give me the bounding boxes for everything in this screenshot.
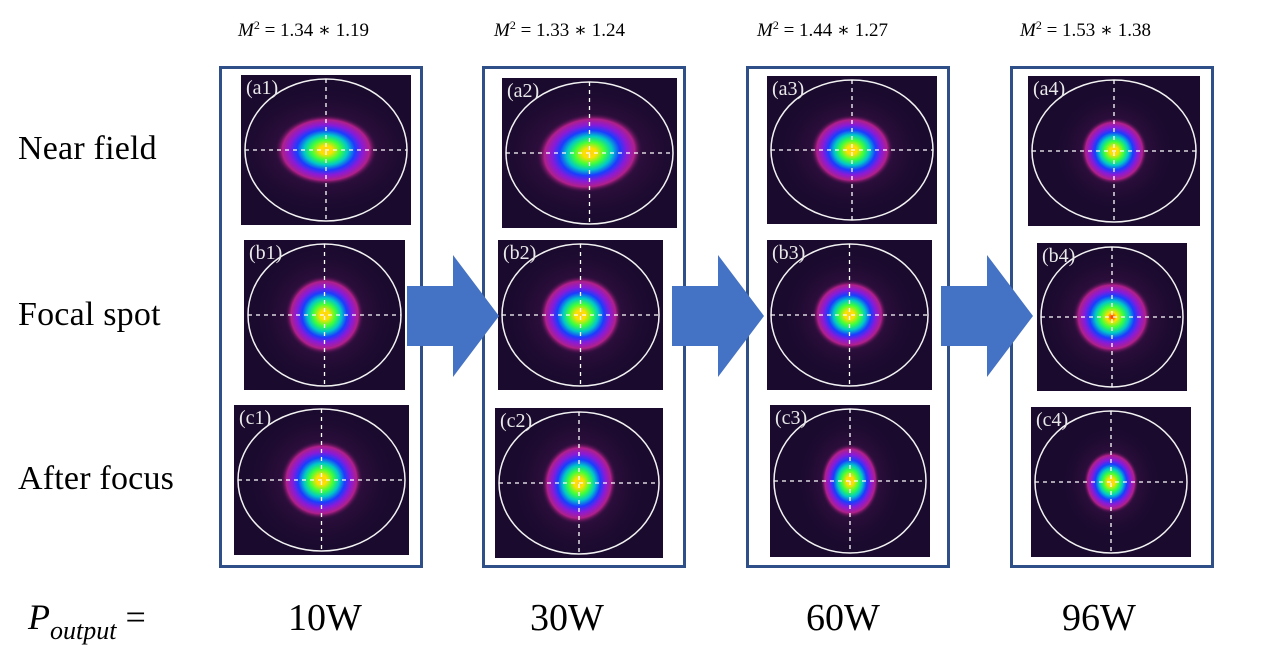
- beam-profile-image: (a3): [767, 76, 937, 224]
- panel-label: (c2): [500, 410, 533, 432]
- panel-label: (a4): [1033, 78, 1066, 100]
- m2-header-col4: M2 = 1.53 ∗ 1.38: [1020, 18, 1151, 41]
- beam-profile-graphic: [770, 405, 930, 557]
- beam-profile-graphic: [767, 76, 937, 224]
- beam-profile-image: (c1): [234, 405, 409, 555]
- row-label-after-focus: After focus: [18, 460, 175, 497]
- beam-profile-image: (a2): [502, 78, 677, 228]
- beam-profile-graphic: [1031, 407, 1191, 557]
- output-power-label: Poutput =: [28, 597, 146, 645]
- panel-label: (c4): [1036, 409, 1069, 431]
- row-label-near-field: Near field: [18, 130, 157, 167]
- beam-profile-graphic: [244, 240, 405, 390]
- beam-profile-image: (b1): [244, 240, 405, 390]
- panel-label: (b1): [249, 242, 283, 264]
- beam-profile-image: (c3): [770, 405, 930, 557]
- beam-profile-graphic: [234, 405, 409, 555]
- panel-label: (b4): [1042, 245, 1076, 267]
- power-value-col2: 30W: [530, 597, 604, 639]
- beam-profile-image: (b3): [767, 240, 932, 390]
- panel-label: (a3): [772, 78, 805, 100]
- beam-profile-image: (c2): [495, 408, 663, 558]
- panel-label: (b2): [503, 242, 537, 264]
- m2-header-col3: M2 = 1.44 ∗ 1.27: [757, 18, 888, 41]
- beam-profile-graphic: [1037, 243, 1187, 391]
- panel-label: (c1): [239, 407, 272, 429]
- panel-label: (c3): [775, 407, 808, 429]
- panel-label: (a1): [246, 77, 279, 99]
- panel-label: (a2): [507, 80, 540, 102]
- beam-profile-graphic: [241, 75, 411, 225]
- beam-profile-image: (b4): [1037, 243, 1187, 391]
- row-label-focal-spot: Focal spot: [18, 296, 161, 333]
- beam-profile-graphic: [498, 240, 663, 390]
- m2-header-col2: M2 = 1.33 ∗ 1.24: [494, 18, 625, 41]
- power-value-col4: 96W: [1062, 597, 1136, 639]
- beam-profile-image: (a1): [241, 75, 411, 225]
- right-arrow-icon: [941, 255, 1033, 377]
- beam-profile-graphic: [1028, 76, 1200, 226]
- power-value-col3: 60W: [806, 597, 880, 639]
- beam-profile-graphic: [495, 408, 663, 558]
- beam-profile-image: (c4): [1031, 407, 1191, 557]
- right-arrow-icon: [407, 255, 499, 377]
- beam-profile-graphic: [767, 240, 932, 390]
- m2-header-col1: M2 = 1.34 ∗ 1.19: [238, 18, 369, 41]
- beam-profile-image: (b2): [498, 240, 663, 390]
- power-value-col1: 10W: [288, 597, 362, 639]
- right-arrow-icon: [672, 255, 764, 377]
- panel-label: (b3): [772, 242, 806, 264]
- beam-profile-image: (a4): [1028, 76, 1200, 226]
- beam-profile-graphic: [502, 78, 677, 228]
